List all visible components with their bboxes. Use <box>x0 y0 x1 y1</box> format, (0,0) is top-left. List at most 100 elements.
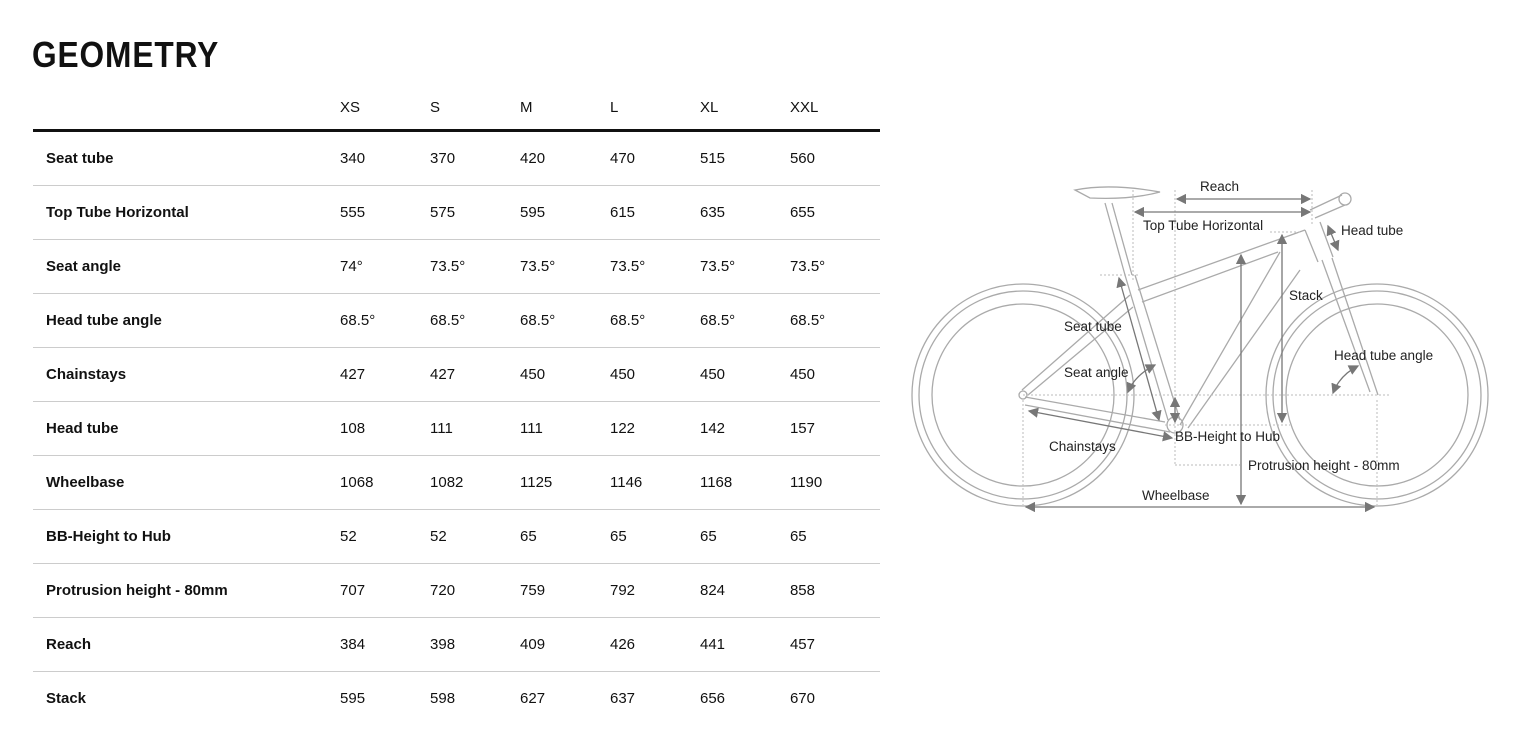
label-reach: Reach <box>1200 179 1239 194</box>
cell-value: 68.5° <box>340 293 431 348</box>
handlebar <box>1338 192 1352 206</box>
cell-value: 598 <box>430 690 456 707</box>
cell-value: 615 <box>610 185 700 240</box>
row-label: Stack <box>46 690 87 707</box>
cell-value: 450 <box>520 347 610 402</box>
cell-value: 670 <box>789 690 815 707</box>
guide-lines <box>1022 190 1390 505</box>
head-tube-angle-arrow <box>1331 365 1360 395</box>
row-label: BB-Height to Hub <box>33 509 341 564</box>
cell-value: 1168 <box>699 455 790 510</box>
label-bb-height: BB-Height to Hub <box>1175 429 1280 444</box>
table-row: BB-Height to Hub 52 52 65 65 65 65 <box>33 509 880 564</box>
cell-value: 122 <box>610 401 700 456</box>
cell-value: 65 <box>520 509 610 564</box>
seat-tube-arrow <box>1116 276 1162 422</box>
label-wheelbase: Wheelbase <box>1142 488 1210 503</box>
cell-value: 450 <box>610 347 700 402</box>
cell-value: 111 <box>430 401 521 456</box>
cell-value: 52 <box>340 509 431 564</box>
cell-value: 68.5° <box>610 293 700 348</box>
cell-value: 627 <box>520 690 546 707</box>
cell-value: 457 <box>789 617 880 672</box>
cell-value: 575 <box>430 185 521 240</box>
cell-value: 1082 <box>430 455 521 510</box>
front-tire <box>1265 283 1489 507</box>
cell-value: 398 <box>430 617 521 672</box>
cell-value: 426 <box>610 617 700 672</box>
label-stack: Stack <box>1289 288 1323 303</box>
cell-value: 68.5° <box>789 293 880 348</box>
label-head-tube: Head tube <box>1341 223 1403 238</box>
table-row: Reach 384 398 409 426 441 457 <box>33 617 880 672</box>
cell-value: 759 <box>520 563 610 618</box>
cell-value: 65 <box>789 509 880 564</box>
cell-value: 595 <box>340 690 366 707</box>
table-row: Wheelbase 1068 1082 1125 1146 1168 1190 <box>33 455 880 510</box>
table-row: Protrusion height - 80mm 707 720 759 792 824 8… <box>33 563 880 618</box>
row-label: Top Tube Horizontal <box>33 185 341 240</box>
label-top-tube: Top Tube Horizontal <box>1143 218 1263 233</box>
cell-value: 515 <box>699 130 790 186</box>
stem <box>1309 194 1346 219</box>
head-tube-arrow <box>1326 224 1340 252</box>
row-label: Chainstays <box>33 347 341 402</box>
cell-value: 824 <box>699 563 790 618</box>
size-xxl: XXL <box>789 85 880 132</box>
table-row: Top Tube Horizontal 555 575 595 615 635 655 <box>33 185 880 240</box>
cell-value: 427 <box>340 347 431 402</box>
label-head-tube-angle: Head tube angle <box>1334 348 1433 363</box>
cell-value: 427 <box>430 347 521 402</box>
table-row: Head tube angle 68.5° 68.5° 68.5° 68.5° 68.5°… <box>33 293 880 348</box>
size-m: M <box>520 85 610 132</box>
cell-value: 450 <box>789 347 880 402</box>
size-s: S <box>430 85 521 132</box>
saddle <box>1073 186 1161 200</box>
cell-value: 73.5° <box>430 239 521 294</box>
label-seat-angle: Seat angle <box>1064 365 1129 380</box>
cell-value: 450 <box>699 347 790 402</box>
cell-value: 73.5° <box>520 239 610 294</box>
top-tube <box>1137 229 1306 303</box>
header-blank <box>33 85 341 132</box>
table-row: Chainstays 427 427 450 450 450 450 <box>33 347 880 402</box>
table-row: Seat angle 74° 73.5° 73.5° 73.5° 73.5° 73.5° <box>33 239 880 294</box>
row-label: Wheelbase <box>33 455 341 510</box>
row-label: Seat angle <box>33 239 341 294</box>
cell-value: 65 <box>610 509 700 564</box>
size-l: L <box>610 85 700 132</box>
page-title: GEOMETRY <box>32 34 220 75</box>
cell-value: 637 <box>610 690 636 707</box>
cell-value: 108 <box>340 401 431 456</box>
cell-value: 707 <box>340 563 431 618</box>
cell-value: 68.5° <box>520 293 610 348</box>
table-header-row: XS S M L XL XXL <box>33 85 880 132</box>
cell-value: 340 <box>340 130 431 186</box>
cell-value: 560 <box>789 130 880 186</box>
cell-value: 720 <box>430 563 521 618</box>
seat-stay <box>1021 294 1134 396</box>
size-xs: XS <box>340 85 431 132</box>
cell-value: 65 <box>699 509 790 564</box>
cell-value: 595 <box>520 185 610 240</box>
seat-angle-arrow <box>1126 364 1157 394</box>
row-label: Head tube <box>33 401 341 456</box>
row-label: Head tube angle <box>33 293 341 348</box>
cell-value: 73.5° <box>699 239 790 294</box>
cell-value: 555 <box>340 185 431 240</box>
table-row: Stack 595 598 627 637 656 670 <box>33 672 880 726</box>
cell-value: 1146 <box>610 455 700 510</box>
cell-value: 68.5° <box>430 293 521 348</box>
table-row: Head tube 108 111 111 122 142 157 <box>33 401 880 456</box>
cell-value: 52 <box>430 509 521 564</box>
table-row: Seat tube 340 370 420 470 515 560 <box>33 130 880 186</box>
cell-value: 409 <box>520 617 610 672</box>
cell-value: 635 <box>699 185 790 240</box>
cell-value: 111 <box>520 401 610 456</box>
seatpost <box>1104 202 1133 276</box>
cell-value: 1190 <box>789 455 880 510</box>
cell-value: 157 <box>789 401 880 456</box>
cell-value: 1068 <box>340 455 431 510</box>
cell-value: 420 <box>520 130 610 186</box>
chainstay-arrow <box>1027 407 1174 442</box>
